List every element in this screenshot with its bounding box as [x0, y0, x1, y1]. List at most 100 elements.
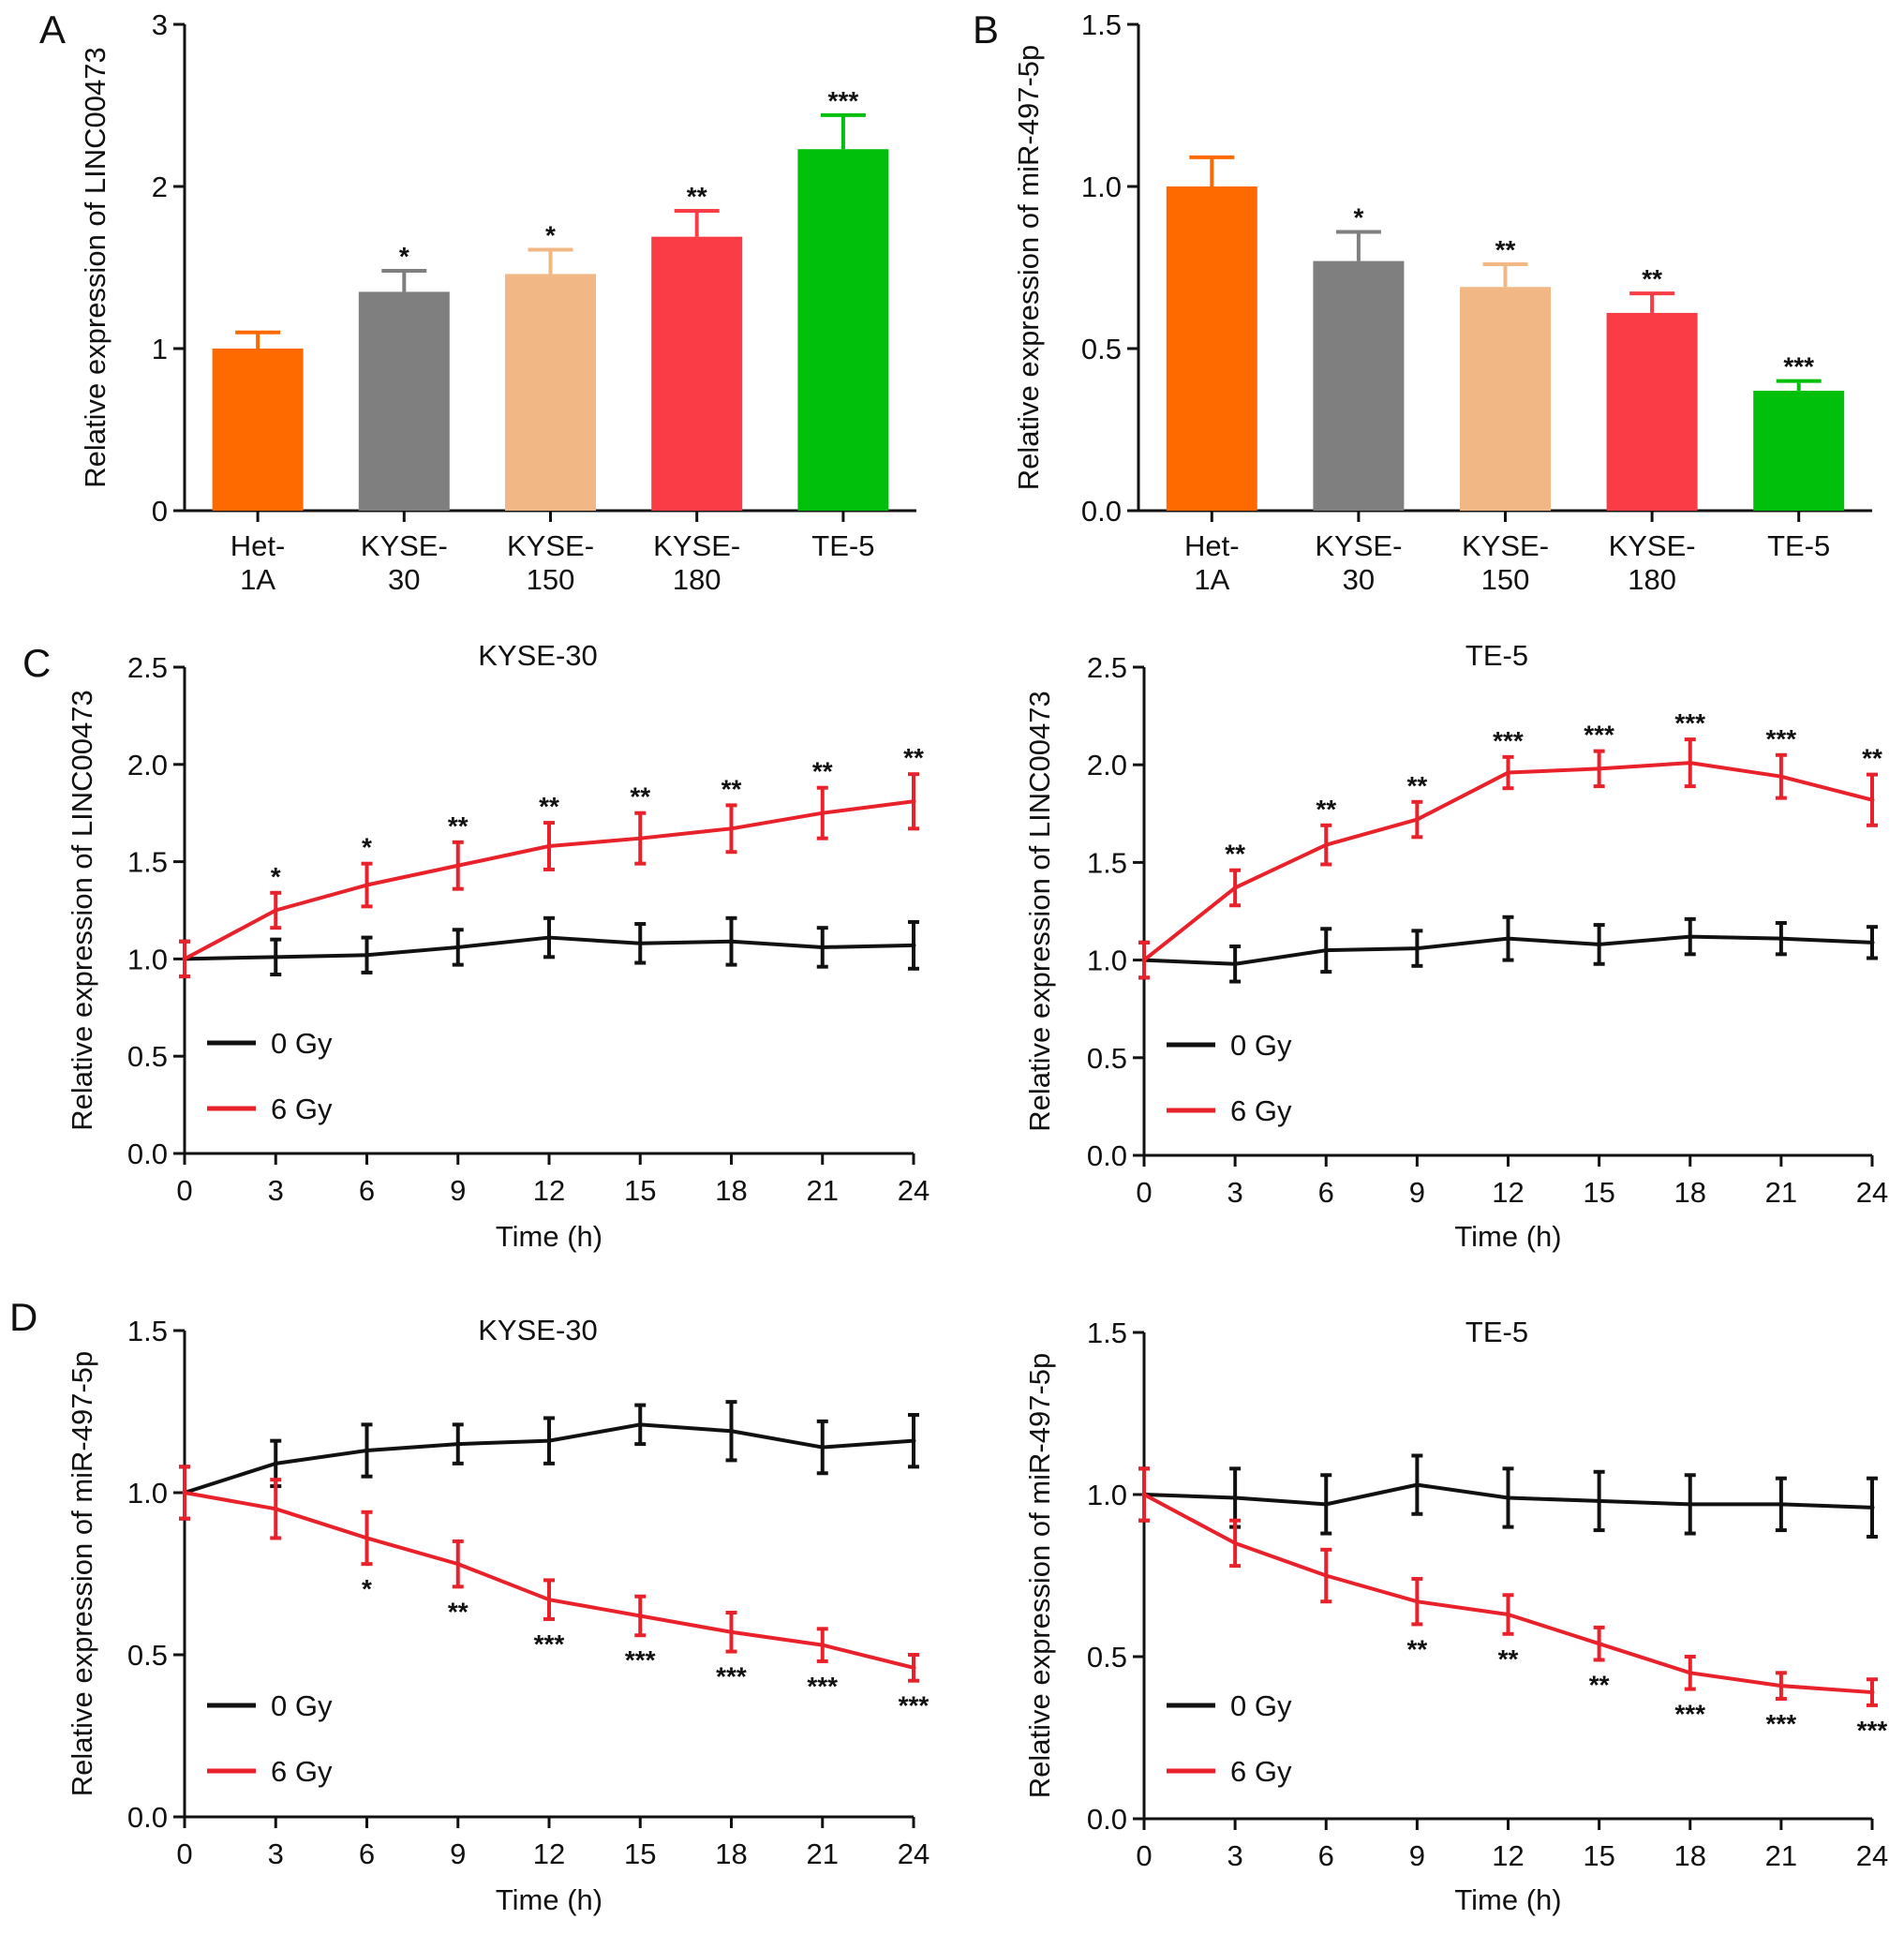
panel-letter-b: B: [973, 7, 999, 52]
y-tick-label: 1.0: [1087, 945, 1127, 977]
x-tick-label: 1A: [1194, 563, 1229, 596]
chart-b-mir497-bar: 0.0 0.5 1.0 1.5 Relative expression of miR-4…: [1012, 8, 1872, 596]
bar: [1460, 287, 1551, 511]
significance-mark: **: [721, 774, 742, 803]
data-point: [364, 1448, 369, 1453]
x-tick-label: 24: [1856, 1176, 1888, 1209]
data-point: [1597, 942, 1602, 947]
x-tick-label: 6: [359, 1837, 375, 1870]
data-point: [182, 1490, 187, 1495]
data-point: [1688, 1670, 1693, 1675]
x-tick-label: 6: [359, 1174, 375, 1207]
significance-mark: **: [1406, 771, 1427, 800]
x-axis-title: Time (h): [496, 1883, 602, 1916]
data-point: [911, 1665, 916, 1671]
data-point: [1597, 1641, 1602, 1646]
significance-mark: ***: [625, 1645, 656, 1674]
bar: [1313, 260, 1405, 511]
significance-mark: **: [812, 757, 833, 786]
significance-mark: *: [1353, 202, 1363, 231]
x-tick-label: 15: [624, 1837, 656, 1870]
y-axis-title: Relative expression of LINC00473: [66, 690, 98, 1130]
x-tick-label: 9: [450, 1837, 466, 1870]
significance-mark: **: [1642, 264, 1662, 293]
y-axis-title: Relative expression of LINC00473: [79, 47, 112, 487]
data-point: [1414, 1599, 1420, 1604]
x-tick-label: 12: [1492, 1839, 1524, 1872]
bar: [212, 349, 304, 511]
x-tick-label: 24: [898, 1837, 930, 1870]
legend-label: 6 Gy: [271, 1093, 333, 1125]
data-point: [1506, 770, 1510, 776]
chart-title: TE-5: [1465, 639, 1528, 672]
x-tick-label: 12: [533, 1837, 565, 1870]
chart-d-te5-line: 0.0 0.5 1.0 1.5 Relative expression of miR-4…: [1023, 1316, 1888, 1916]
y-tick-label: 0.0: [1081, 495, 1122, 528]
data-point: [1688, 934, 1693, 940]
x-tick-label: 9: [1409, 1839, 1425, 1872]
significance-mark: ***: [1766, 1709, 1797, 1738]
data-point: [729, 1629, 734, 1635]
y-axis-title: Relative expression of miR-497-5p: [1023, 1353, 1056, 1799]
significance-mark: ***: [1493, 726, 1524, 755]
x-tick-label: 12: [1492, 1176, 1524, 1209]
chart-a-linc00473-bar: 0 1 2 3 Relative expression of LINC00473 Het-…: [79, 8, 916, 596]
y-tick-label: 3: [152, 8, 168, 41]
data-point: [729, 826, 734, 831]
x-tick-label: 21: [1765, 1176, 1797, 1209]
significance-mark: **: [539, 792, 559, 821]
chart-c-te5-line: 0.0 0.5 1.0 1.5 2.0 2.5 Relative expression of…: [1023, 639, 1888, 1253]
bar: [797, 149, 889, 511]
y-tick-label: 1.5: [1087, 1317, 1127, 1349]
data-point: [1141, 958, 1147, 963]
significance-mark: *: [399, 242, 409, 271]
data-point: [1232, 961, 1238, 967]
data-point: [546, 1597, 552, 1602]
data-point: [820, 811, 826, 816]
x-tick-label: KYSE-: [361, 529, 448, 562]
data-point: [455, 863, 461, 869]
data-point: [1688, 760, 1693, 766]
legend-label: 0 Gy: [271, 1689, 333, 1722]
data-point: [1506, 1495, 1510, 1500]
x-tick-label: 180: [1628, 563, 1676, 596]
x-tick-label: 1A: [240, 563, 275, 596]
y-tick-label: 0.0: [1087, 1139, 1127, 1172]
significance-mark: **: [1495, 235, 1516, 264]
legend-label: 6 Gy: [1230, 1094, 1292, 1127]
data-point: [273, 1461, 278, 1466]
x-tick-label: KYSE-: [653, 529, 740, 562]
y-tick-label: 1.0: [127, 1477, 168, 1510]
data-point: [1506, 936, 1510, 942]
data-point: [1414, 945, 1420, 951]
y-tick-label: 0.5: [127, 1040, 168, 1073]
y-tick-label: 2.5: [1087, 651, 1127, 684]
x-tick-label: 18: [1674, 1176, 1706, 1209]
data-point: [1323, 1573, 1329, 1578]
significance-mark: ***: [899, 1691, 930, 1720]
x-tick-label: 3: [268, 1837, 284, 1870]
data-point: [911, 798, 916, 804]
x-tick-label: KYSE-: [1315, 529, 1402, 562]
x-tick-label: 21: [807, 1174, 839, 1207]
data-point: [1414, 1482, 1420, 1488]
x-tick-label: 9: [450, 1174, 466, 1207]
data-point: [911, 1438, 916, 1444]
y-tick-label: 2.5: [127, 651, 168, 684]
data-point: [1778, 936, 1784, 942]
legend-label: 0 Gy: [1230, 1689, 1292, 1722]
y-tick-label: 1.0: [127, 943, 168, 975]
x-tick-label: 30: [388, 563, 420, 596]
bar: [1753, 390, 1845, 511]
legend-label: 6 Gy: [271, 1755, 333, 1788]
data-point: [820, 1643, 826, 1648]
x-tick-label: 24: [1856, 1839, 1888, 1872]
significance-mark: ***: [1674, 1700, 1705, 1729]
significance-mark: **: [903, 743, 924, 772]
chart-c-kyse30-line: 0.0 0.5 1.0 1.5 2.0 2.5 Relative expression of…: [66, 639, 930, 1253]
data-point: [1869, 1505, 1875, 1510]
data-point: [1778, 1683, 1784, 1689]
x-tick-label: 6: [1318, 1839, 1334, 1872]
bar: [505, 274, 596, 511]
data-point: [364, 1535, 369, 1540]
